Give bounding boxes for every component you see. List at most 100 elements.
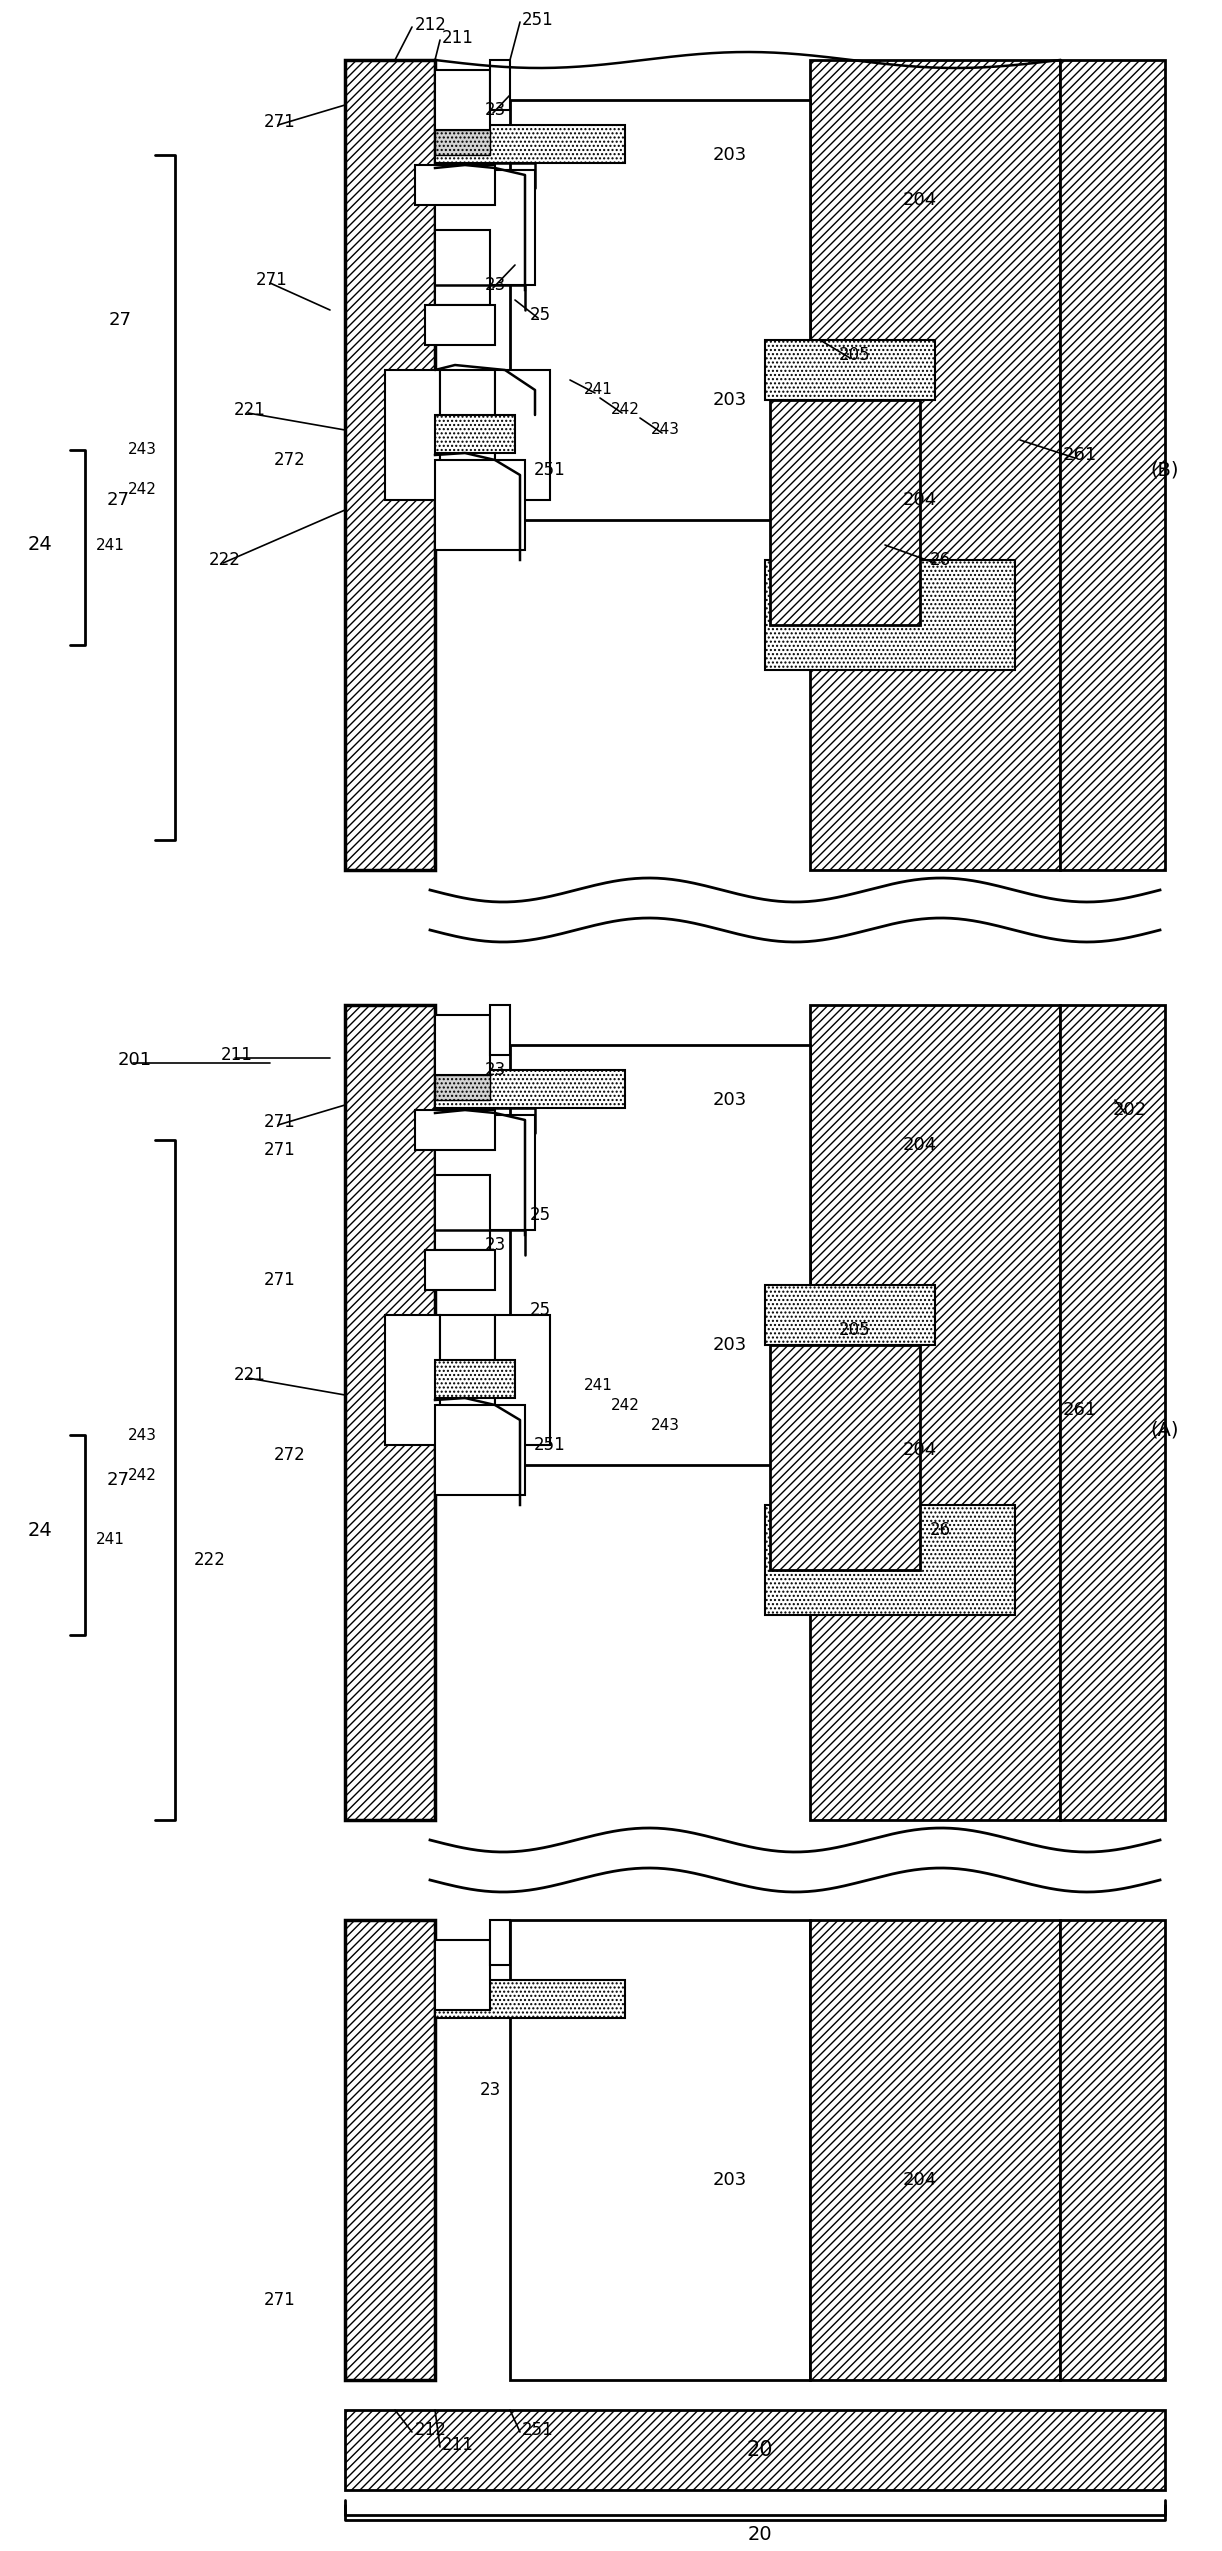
Bar [495, 1314, 550, 1444]
Text: 261: 261 [1063, 446, 1097, 464]
Text: 203: 203 [712, 390, 747, 408]
Text: 203: 203 [712, 1092, 747, 1110]
Bar [435, 125, 624, 163]
Text: 251: 251 [534, 462, 566, 480]
Bar [510, 99, 810, 520]
Text: 222: 222 [209, 551, 241, 569]
Bar [770, 401, 920, 625]
Text: 242: 242 [128, 1467, 156, 1482]
Text: 204: 204 [903, 490, 937, 510]
Text: 203: 203 [712, 145, 747, 163]
Text: 23: 23 [484, 1237, 506, 1255]
Bar [435, 1360, 514, 1398]
Text: 271: 271 [264, 112, 296, 130]
Text: 211: 211 [442, 2436, 474, 2454]
Text: 20: 20 [747, 2439, 774, 2459]
Bar [1059, 61, 1165, 870]
Text: 241: 241 [584, 1378, 612, 1393]
Text: 27: 27 [109, 311, 132, 329]
Text: 251: 251 [522, 2421, 554, 2439]
Bar [490, 1921, 510, 1964]
Bar [425, 306, 495, 344]
Text: 26: 26 [930, 1520, 951, 1538]
Bar [435, 1074, 490, 1099]
Text: 205: 205 [840, 347, 871, 365]
Text: 271: 271 [257, 270, 288, 288]
Text: 25: 25 [529, 1301, 551, 1319]
Text: 271: 271 [264, 1112, 296, 1130]
Text: 221: 221 [235, 1365, 266, 1385]
Bar [435, 1069, 624, 1107]
Bar [495, 370, 550, 500]
Text: 212: 212 [415, 15, 447, 33]
Bar [435, 230, 490, 306]
Text: 25: 25 [529, 306, 551, 324]
Text: 243: 243 [650, 423, 679, 439]
Bar [345, 61, 435, 870]
Bar [435, 1939, 490, 2010]
Text: 241: 241 [95, 538, 125, 554]
Text: 212: 212 [415, 2421, 447, 2439]
Bar [490, 61, 510, 110]
Bar [435, 171, 535, 286]
Bar [385, 370, 440, 500]
Text: 241: 241 [584, 383, 612, 398]
Text: 251: 251 [534, 1436, 566, 1454]
Bar [345, 2411, 1165, 2490]
Text: 26: 26 [930, 551, 951, 569]
Text: 23: 23 [484, 1061, 506, 1079]
Text: 271: 271 [264, 2291, 296, 2309]
Bar [440, 370, 495, 500]
Bar [1059, 1921, 1165, 2380]
Text: 241: 241 [95, 1533, 125, 1548]
Text: 23: 23 [484, 276, 506, 293]
Text: 203: 203 [712, 2171, 747, 2189]
Bar [435, 130, 490, 156]
Text: (A): (A) [1151, 1421, 1179, 1439]
Bar [435, 1115, 535, 1230]
Bar [385, 1314, 440, 1444]
Bar [435, 416, 514, 454]
Text: 243: 243 [128, 441, 156, 457]
Text: 242: 242 [128, 482, 156, 497]
Bar [415, 1110, 495, 1151]
Bar [765, 339, 935, 401]
Text: 251: 251 [522, 10, 554, 28]
Bar [1059, 1005, 1165, 1819]
Text: 211: 211 [442, 28, 474, 46]
Text: 24: 24 [28, 1520, 53, 1538]
Bar [770, 1344, 920, 1569]
Text: 204: 204 [903, 191, 937, 209]
Text: 202: 202 [1113, 1102, 1147, 1120]
Bar [810, 61, 1059, 870]
Bar [435, 1980, 624, 2018]
Text: 23: 23 [484, 102, 506, 120]
Text: 20: 20 [748, 2525, 772, 2543]
Bar [810, 1005, 1059, 1819]
Text: 261: 261 [1063, 1400, 1097, 1418]
Text: 271: 271 [264, 1140, 296, 1158]
Text: 204: 204 [903, 1441, 937, 1459]
Bar [765, 1505, 1015, 1615]
Bar [435, 1406, 525, 1495]
Bar [345, 1005, 435, 1819]
Bar [810, 1921, 1059, 2380]
Bar [425, 1250, 495, 1291]
Text: 27: 27 [106, 1472, 130, 1490]
Bar [440, 1314, 495, 1444]
Text: 271: 271 [264, 1270, 296, 1288]
Text: 204: 204 [903, 2171, 937, 2189]
Bar [765, 561, 1015, 671]
Text: 27: 27 [106, 490, 130, 510]
Text: 243: 243 [128, 1429, 156, 1441]
Text: 242: 242 [611, 403, 639, 418]
Bar [435, 1015, 490, 1074]
Bar [345, 1921, 435, 2380]
Bar [765, 1286, 935, 1344]
Text: 23: 23 [479, 2082, 501, 2099]
Bar [435, 459, 525, 551]
Bar [510, 1921, 810, 2380]
Bar [510, 1046, 810, 1464]
Text: 242: 242 [611, 1398, 639, 1413]
Text: 243: 243 [650, 1418, 679, 1434]
